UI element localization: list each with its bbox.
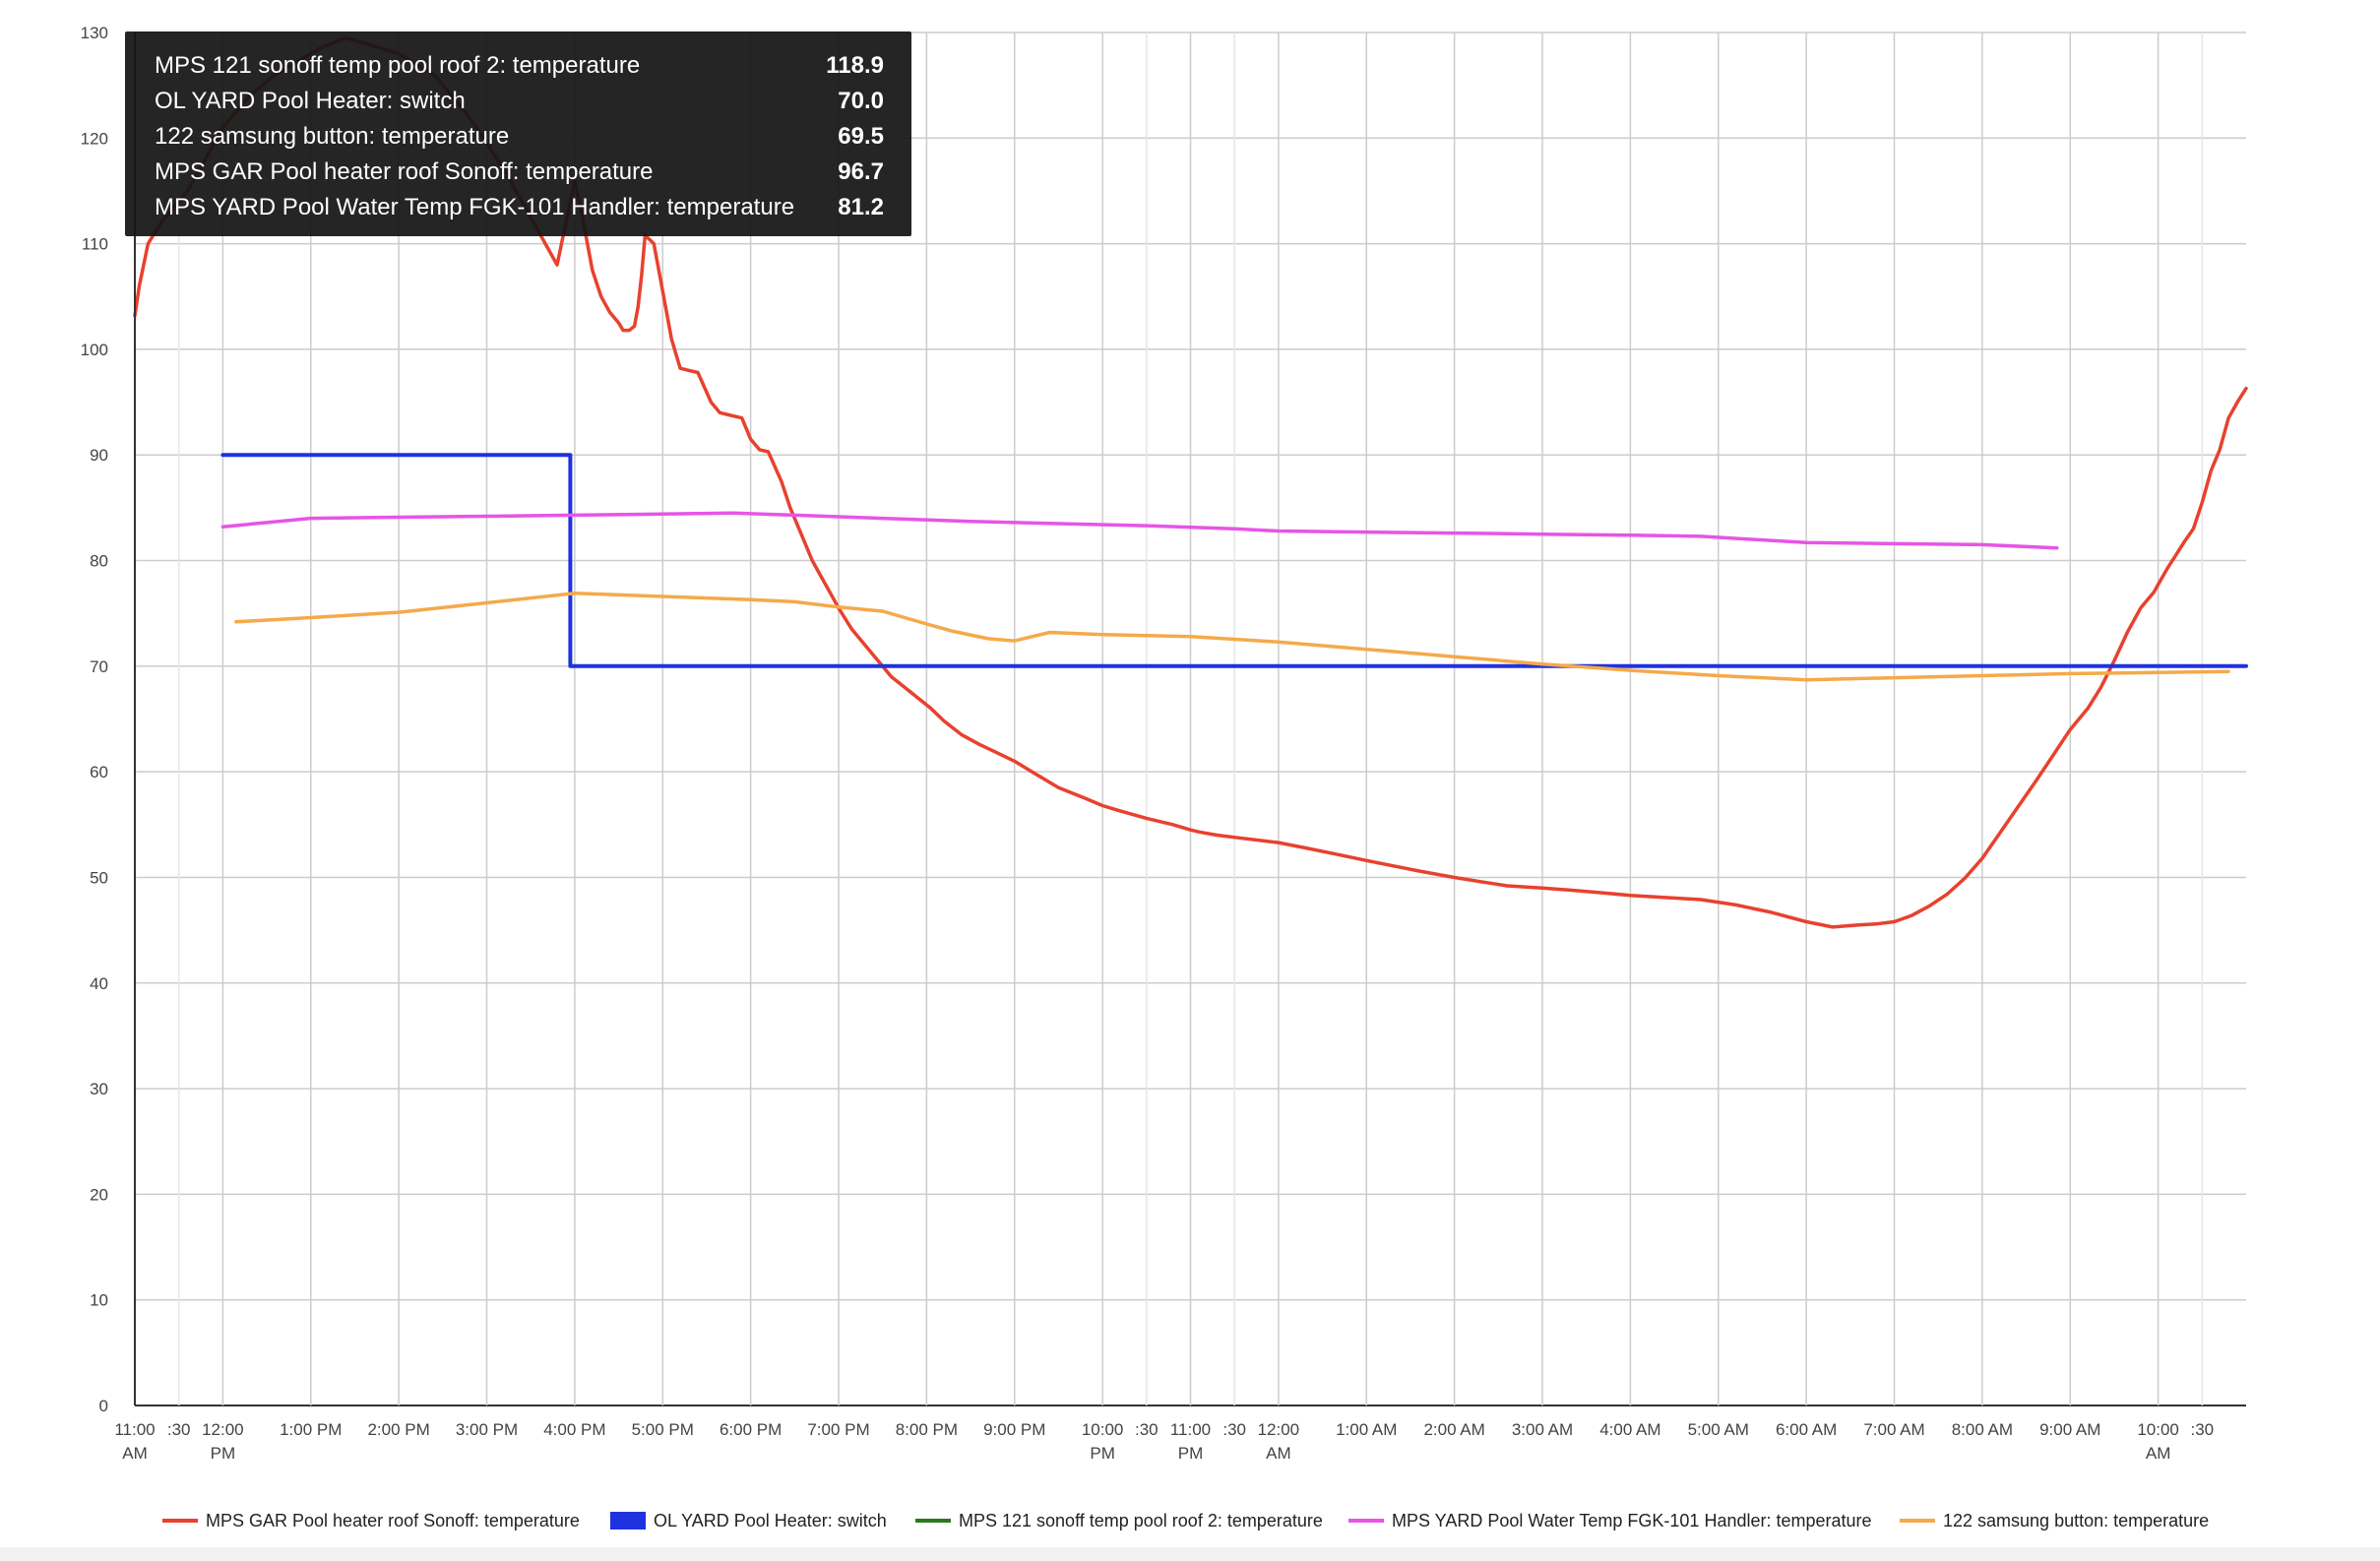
- x-tick-label: 1:00 PM: [280, 1420, 342, 1439]
- x-tick-label: 8:00 PM: [896, 1420, 958, 1439]
- x-tick-label: :30: [2190, 1420, 2214, 1439]
- y-tick-label: 0: [99, 1397, 108, 1415]
- y-tick-label: 110: [82, 235, 108, 254]
- y-tick-label: 80: [90, 552, 108, 571]
- x-tick-label: :30: [167, 1420, 191, 1439]
- bottom-strip: [0, 1547, 2380, 1561]
- series-line-2: [220, 453, 2248, 668]
- y-tick-label: 30: [90, 1080, 108, 1098]
- x-tick-label: :30: [1222, 1420, 1246, 1439]
- y-tick-label: 70: [90, 657, 108, 676]
- series-line-4: [220, 511, 2059, 550]
- tooltip-series-label: MPS YARD Pool Water Temp FGK-101 Handler…: [155, 194, 795, 220]
- x-tick-label-line2: AM: [2146, 1444, 2171, 1463]
- tooltip-series-label: 122 samsung button: temperature: [155, 123, 510, 150]
- x-tick-label: 8:00 AM: [1952, 1420, 2013, 1439]
- hover-tooltip: MPS 121 sonoff temp pool roof 2: tempera…: [125, 31, 911, 236]
- legend-label: MPS YARD Pool Water Temp FGK-101 Handler…: [1392, 1511, 1872, 1530]
- legend-swatch: [610, 1512, 646, 1530]
- y-tick-label: 60: [90, 763, 108, 781]
- legend-label: MPS GAR Pool heater roof Sonoff: tempera…: [206, 1511, 580, 1530]
- x-tick-label: 6:00 AM: [1776, 1420, 1837, 1439]
- x-tick-label: 9:00 PM: [983, 1420, 1045, 1439]
- legend: MPS GAR Pool heater roof Sonoff: tempera…: [162, 1511, 2209, 1530]
- grid: [134, 31, 2246, 1406]
- tooltip-value: 96.7: [838, 158, 884, 185]
- x-tick-label: 7:00 AM: [1863, 1420, 1924, 1439]
- tooltip-value: 69.5: [838, 123, 884, 150]
- tooltip-row: MPS 121 sonoff temp pool roof 2: tempera…: [155, 48, 884, 84]
- y-tick-label: 20: [90, 1185, 108, 1204]
- legend-label: 122 samsung button: temperature: [1943, 1511, 2209, 1530]
- y-tick-label: 100: [81, 341, 108, 359]
- x-tick-label: 4:00 AM: [1599, 1420, 1660, 1439]
- y-tick-label: 90: [90, 446, 108, 465]
- x-tick-label: 2:00 AM: [1423, 1420, 1484, 1439]
- x-tick-label-line2: AM: [1266, 1444, 1291, 1463]
- legend-label: MPS 121 sonoff temp pool roof 2: tempera…: [959, 1511, 1323, 1530]
- x-tick-label: 2:00 PM: [367, 1420, 429, 1439]
- y-tick-label: 120: [81, 129, 108, 148]
- tooltip-series-label: MPS 121 sonoff temp pool roof 2: tempera…: [155, 52, 641, 79]
- tooltip-row: MPS YARD Pool Water Temp FGK-101 Handler…: [155, 190, 884, 225]
- x-tick-label-line2: PM: [1090, 1444, 1115, 1463]
- x-tick-label-line2: PM: [1178, 1444, 1204, 1463]
- x-tick-label: 6:00 PM: [720, 1420, 782, 1439]
- x-tick-label: 1:00 AM: [1336, 1420, 1397, 1439]
- tooltip-series-label: MPS GAR Pool heater roof Sonoff: tempera…: [155, 158, 654, 185]
- x-tick-label: 10:00: [1082, 1420, 1124, 1439]
- x-tick-label: 3:00 PM: [456, 1420, 518, 1439]
- x-tick-label: 4:00 PM: [543, 1420, 605, 1439]
- axes: 0 10 20 30 40 50 60 70 80 90 100 110 120 130 11:00 AM :3…: [81, 24, 2215, 1463]
- y-tick-label: 10: [90, 1291, 108, 1310]
- legend-label: OL YARD Pool Heater: switch: [654, 1511, 887, 1530]
- tooltip-value: 81.2: [838, 194, 884, 220]
- series-line-5: [234, 592, 2230, 682]
- x-tick-label: 7:00 PM: [807, 1420, 869, 1439]
- x-tick-label: 12:00: [202, 1420, 244, 1439]
- tooltip-value: 118.9: [826, 52, 884, 79]
- x-tick-label: 9:00 AM: [2039, 1420, 2100, 1439]
- x-tick-label: 5:00 AM: [1688, 1420, 1749, 1439]
- x-tick-label-line2: AM: [122, 1444, 148, 1463]
- x-tick-label: 5:00 PM: [632, 1420, 694, 1439]
- y-tick-label: 50: [90, 868, 108, 887]
- x-tick-label: 11:00: [1170, 1420, 1211, 1439]
- y-tick-label: 40: [90, 974, 108, 993]
- tooltip-row: 122 samsung button: temperature 69.5: [155, 119, 884, 155]
- y-tick-label: 130: [81, 24, 108, 42]
- x-tick-label-line2: PM: [211, 1444, 236, 1463]
- x-tick-label: 10:00: [2137, 1420, 2179, 1439]
- tooltip-row: OL YARD Pool Heater: switch 70.0: [155, 84, 884, 119]
- tooltip-series-label: OL YARD Pool Heater: switch: [155, 88, 466, 114]
- x-tick-label: 3:00 AM: [1512, 1420, 1573, 1439]
- x-tick-label: 12:00: [1258, 1420, 1300, 1439]
- tooltip-row: MPS GAR Pool heater roof Sonoff: tempera…: [155, 155, 884, 190]
- x-tick-label: :30: [1135, 1420, 1159, 1439]
- tooltip-value: 70.0: [838, 88, 884, 114]
- x-tick-label: 11:00: [114, 1420, 155, 1439]
